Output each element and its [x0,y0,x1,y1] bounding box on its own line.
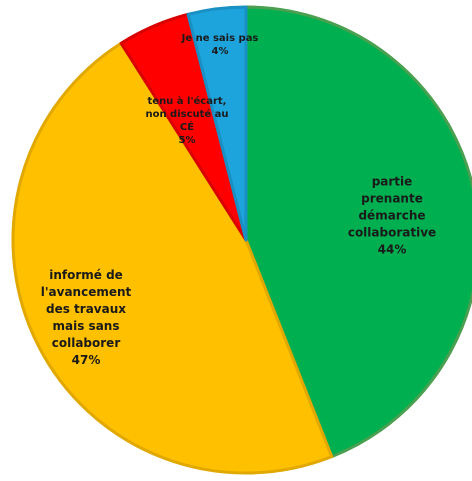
slice-je-ne-sais-pas [186,5,248,242]
slice-informe [11,41,334,475]
slice-percent-partie-prenante: 44% [377,242,407,257]
slice-percent-je-ne-sais-pas: 4% [211,46,229,57]
slice-label-tenu-a-lecart: tenu à l'écart, non discuté au CÉ 5% [145,96,229,146]
slice-partie-prenante [244,5,472,459]
slice-label-je-ne-sais-pas: Je ne sais pas 4% [181,33,259,57]
slice-label-partie-prenante: partie prenante démarche collaborative 4… [347,174,437,257]
slice-label-informe: informé de l'avancement des travaux mais… [40,268,132,367]
slice-percent-informe: 47% [71,353,101,367]
slice-percent-tenu-a-lecart: 5% [178,135,196,146]
